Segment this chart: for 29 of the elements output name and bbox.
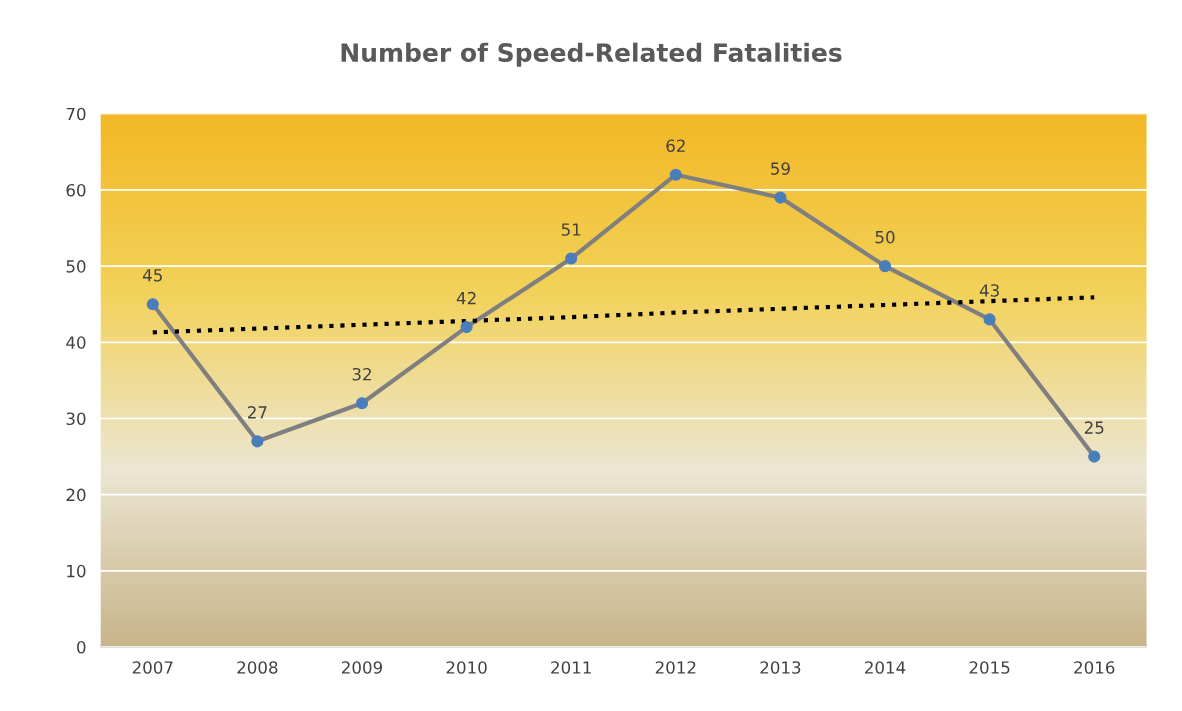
data-label: 45 (142, 269, 162, 282)
data-label: 50 (875, 230, 895, 244)
data-label: 51 (561, 223, 581, 236)
y-tick-label: 50 (66, 260, 86, 273)
data-label: 43 (979, 284, 999, 297)
data-label: 27 (248, 406, 267, 419)
x-tick-label: 2016 (1074, 661, 1115, 674)
data-label: 59 (771, 162, 790, 175)
data-label: 62 (666, 139, 685, 153)
x-tick-label: 2013 (760, 661, 801, 674)
y-tick-label: 60 (66, 183, 86, 197)
y-tick-label: 70 (66, 107, 86, 121)
x-tick-label: 2010 (446, 661, 487, 674)
x-tick-label: 2014 (865, 661, 906, 674)
y-tick-label: 30 (66, 412, 86, 426)
x-tick-label: 2011 (551, 661, 591, 674)
data-label: 42 (456, 291, 476, 305)
y-tick-label: 10 (67, 564, 86, 578)
data-label: 32 (352, 367, 371, 381)
x-tick-label: 2015 (969, 661, 1010, 674)
x-tick-label: 2009 (342, 661, 383, 674)
x-tick-label: 2007 (132, 661, 173, 674)
x-tick-label: 2012 (655, 661, 696, 674)
x-tick-label: 2008 (237, 661, 278, 674)
y-tick-label: 40 (66, 336, 86, 349)
data-label: 25 (1084, 421, 1104, 434)
y-tick-label: 0 (77, 640, 86, 654)
chart-title: Number of Speed-Related Fatalities (341, 42, 842, 67)
y-tick-label: 20 (66, 488, 86, 502)
